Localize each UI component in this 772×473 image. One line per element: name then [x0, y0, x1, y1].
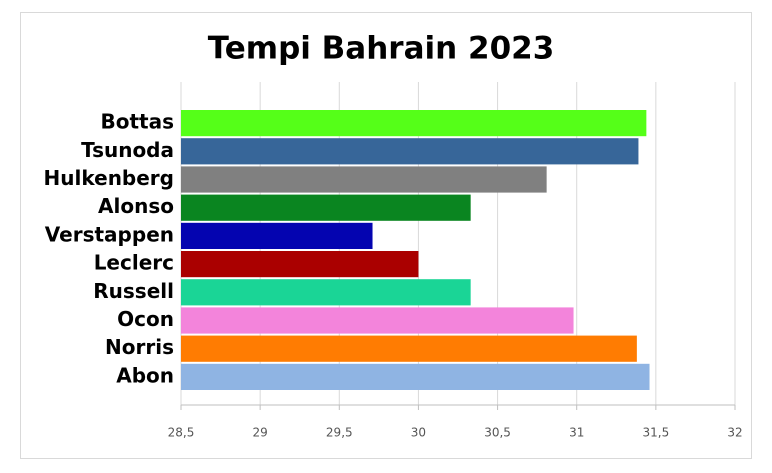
bar — [181, 363, 650, 390]
bar — [181, 279, 471, 306]
y-tick-label: Tsunoda — [81, 138, 174, 162]
y-tick-label: Verstappen — [45, 222, 174, 246]
x-tick-label: 29,5 — [326, 426, 353, 440]
x-tick-label: 31 — [569, 426, 584, 440]
chart-title: Tempi Bahrain 2023 — [208, 31, 555, 67]
y-tick-label: Alonso — [98, 194, 174, 218]
bar — [181, 110, 647, 137]
y-tick-label: Hulkenberg — [44, 166, 174, 190]
x-tick-label: 30,5 — [484, 426, 511, 440]
bar — [181, 166, 547, 193]
x-tick-label: 31,5 — [642, 426, 669, 440]
y-tick-label: Bottas — [100, 110, 174, 134]
y-tick-label: Norris — [105, 335, 174, 359]
x-tick-label: 30 — [411, 426, 426, 440]
y-tick-label: Russell — [93, 279, 174, 303]
x-tick-label: 29 — [253, 426, 268, 440]
bar — [181, 194, 471, 221]
bar — [181, 335, 637, 362]
bar — [181, 307, 574, 334]
y-tick-label: Abon — [116, 363, 174, 387]
bar — [181, 138, 639, 165]
x-tick-label: 32 — [727, 426, 742, 440]
x-tick-label: 28,5 — [168, 426, 195, 440]
bar — [181, 251, 419, 278]
y-tick-label: Ocon — [117, 307, 174, 331]
bar — [181, 222, 373, 249]
y-tick-label: Leclerc — [94, 251, 174, 275]
